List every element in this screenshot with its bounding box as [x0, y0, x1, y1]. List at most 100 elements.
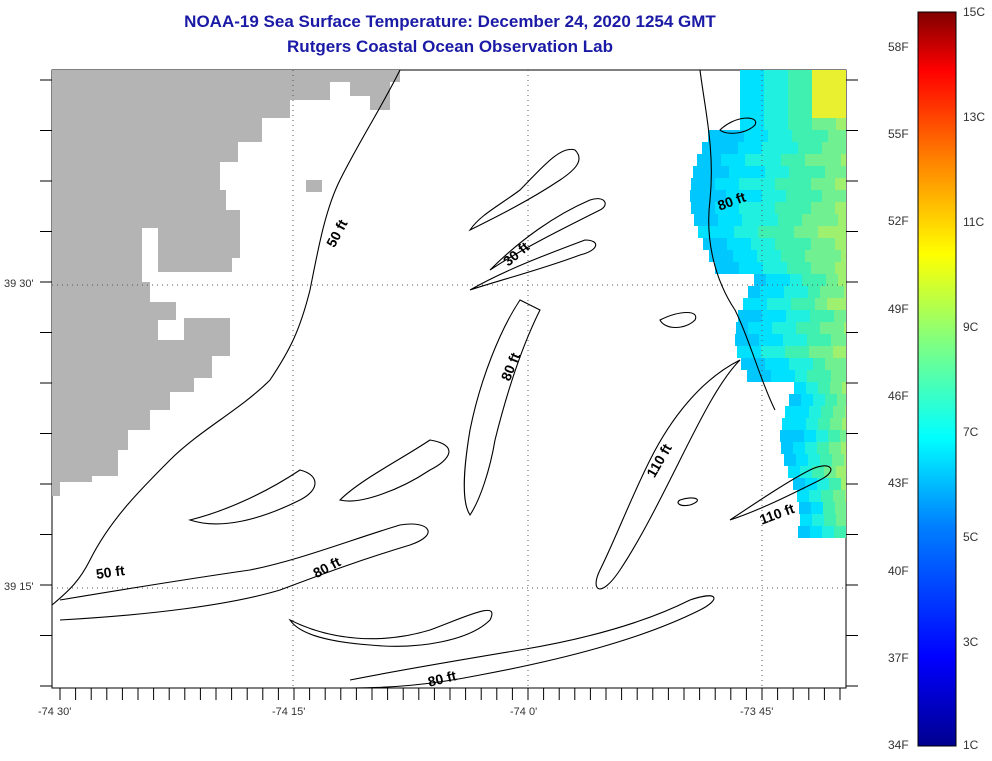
sst-pixel — [697, 154, 709, 166]
sst-pixel — [747, 334, 759, 346]
sst-pixel — [743, 298, 755, 310]
colorbar-f-label: 43F — [888, 476, 909, 490]
sst-pixel — [811, 202, 823, 214]
sst-pixel — [805, 442, 817, 454]
sst-pixel — [816, 430, 828, 442]
sst-pixel — [832, 286, 844, 298]
sst-pixel — [836, 94, 846, 106]
sst-pixel — [764, 118, 776, 130]
sst-pixel — [837, 394, 846, 406]
sst-pixel — [809, 346, 821, 358]
sst-pixel — [786, 142, 798, 154]
sst-pixel — [698, 226, 710, 238]
sst-pixel — [750, 142, 762, 154]
sst-pixel — [823, 178, 835, 190]
sst-pixel — [833, 346, 845, 358]
sst-pixel — [754, 274, 766, 286]
sst-pixel — [804, 130, 816, 142]
sst-pixel — [835, 262, 846, 274]
sst-pixel — [800, 106, 812, 118]
sst-pixel — [758, 226, 770, 238]
sst-pixel — [739, 238, 751, 250]
sst-pixel — [834, 142, 846, 154]
sst-pixel — [763, 238, 775, 250]
sst-pixel — [798, 190, 810, 202]
sst-pixel — [812, 106, 824, 118]
sst-pixel — [824, 94, 836, 106]
sst-pixel — [812, 514, 824, 526]
sst-pixel — [818, 418, 830, 430]
sst-pixel — [757, 154, 769, 166]
sst-pixel — [811, 262, 823, 274]
sst-pixel — [827, 298, 839, 310]
colorbar-c-label: 13C — [963, 110, 986, 124]
sst-pixel — [823, 502, 835, 514]
sst-pixel — [784, 322, 796, 334]
sst-pixel — [823, 202, 835, 214]
sst-pixel — [836, 466, 846, 478]
sst-pixel — [726, 190, 738, 202]
sst-pixel — [820, 286, 832, 298]
sst-pixel — [825, 166, 837, 178]
sst-pixel — [789, 166, 801, 178]
sst-pixel — [703, 238, 715, 250]
sst-pixel — [817, 250, 829, 262]
sst-pixel — [830, 418, 842, 430]
sst-pixel — [822, 310, 834, 322]
sst-pixel — [816, 130, 828, 142]
sst-pixel — [739, 262, 751, 274]
sst-pixel — [796, 454, 808, 466]
sst-pixel — [796, 286, 808, 298]
sst-pixel — [805, 154, 817, 166]
sst-pixel — [753, 166, 765, 178]
sst-pixel — [774, 142, 786, 154]
sst-pixel — [801, 166, 813, 178]
sst-pixel — [752, 106, 764, 118]
land-mass — [52, 70, 400, 496]
sst-pixel — [755, 298, 767, 310]
colorbar-f-label: 55F — [888, 127, 909, 141]
sst-pixel — [835, 202, 846, 214]
sst-pixel — [808, 322, 820, 334]
sst-pixel — [746, 226, 758, 238]
sst-pixel — [825, 358, 837, 370]
sst-pixel — [760, 286, 772, 298]
sst-pixel — [829, 442, 841, 454]
sst-pixel — [793, 154, 805, 166]
sst-pixel — [768, 130, 780, 142]
sst-pixel — [784, 286, 796, 298]
sst-pixel — [806, 418, 818, 430]
sst-pixel — [823, 238, 835, 250]
sst-pixel — [812, 70, 824, 82]
sst-pixel — [833, 406, 845, 418]
sst-pixel — [793, 478, 805, 490]
sst-pixel — [801, 394, 813, 406]
sst-pixel — [801, 358, 813, 370]
sst-pixel — [799, 262, 811, 274]
sst-pixel — [810, 310, 822, 322]
sst-pixel — [840, 430, 846, 442]
sst-pixel — [740, 82, 752, 94]
sst-pixel — [762, 190, 774, 202]
sst-pixel — [715, 202, 727, 214]
sst-pixel — [745, 250, 757, 262]
colorbar-f-label: 52F — [888, 214, 909, 228]
sst-pixel — [834, 526, 846, 538]
sst-pixel — [764, 82, 776, 94]
sst-pixel — [837, 358, 846, 370]
x-tick-label: -74 0' — [510, 706, 538, 718]
sst-pixel — [788, 466, 800, 478]
sst-pixel — [782, 418, 794, 430]
sst-pixel — [814, 214, 826, 226]
sst-pixel — [776, 70, 788, 82]
sst-pixel — [841, 250, 846, 262]
sst-pixel — [786, 190, 798, 202]
sst-pixel — [832, 454, 844, 466]
sst-pixel — [730, 214, 742, 226]
sst-pixel — [762, 310, 774, 322]
sst-pixel — [748, 286, 760, 298]
sst-pixel — [740, 70, 752, 82]
sst-pixel — [811, 502, 823, 514]
sst-pixel — [795, 370, 807, 382]
sst-pixel — [788, 106, 800, 118]
